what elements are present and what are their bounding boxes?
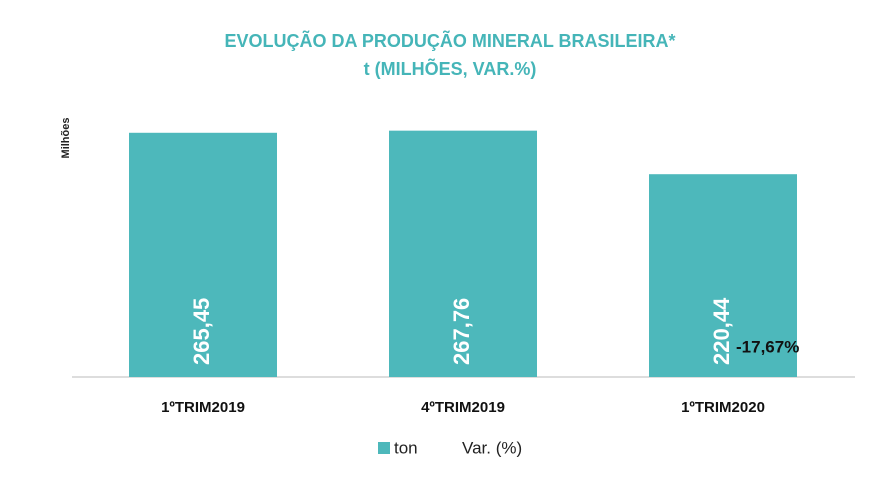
bar <box>129 132 277 377</box>
x-tick-label: 4ºTRIM2019 <box>421 399 505 416</box>
chart-subtitle: t (MILHÕES, VAR.%) <box>364 58 537 79</box>
value-label: 220,44 <box>709 297 734 365</box>
chart-title: EVOLUÇÃO DA PRODUÇÃO MINERAL BRASILEIRA* <box>224 30 675 51</box>
bar <box>649 174 797 377</box>
value-label: 267,76 <box>449 298 474 365</box>
x-tick-label: 1ºTRIM2019 <box>161 399 245 416</box>
x-tick-label: 1ºTRIM2020 <box>681 399 765 416</box>
bar <box>389 130 537 377</box>
legend-swatch <box>378 442 390 454</box>
value-label: 265,45 <box>189 298 214 365</box>
variation-label: -17,67% <box>736 337 799 356</box>
legend-label: Var. (%) <box>462 438 522 457</box>
legend-label: ton <box>394 438 418 457</box>
y-axis-label: Milhões <box>60 118 72 159</box>
